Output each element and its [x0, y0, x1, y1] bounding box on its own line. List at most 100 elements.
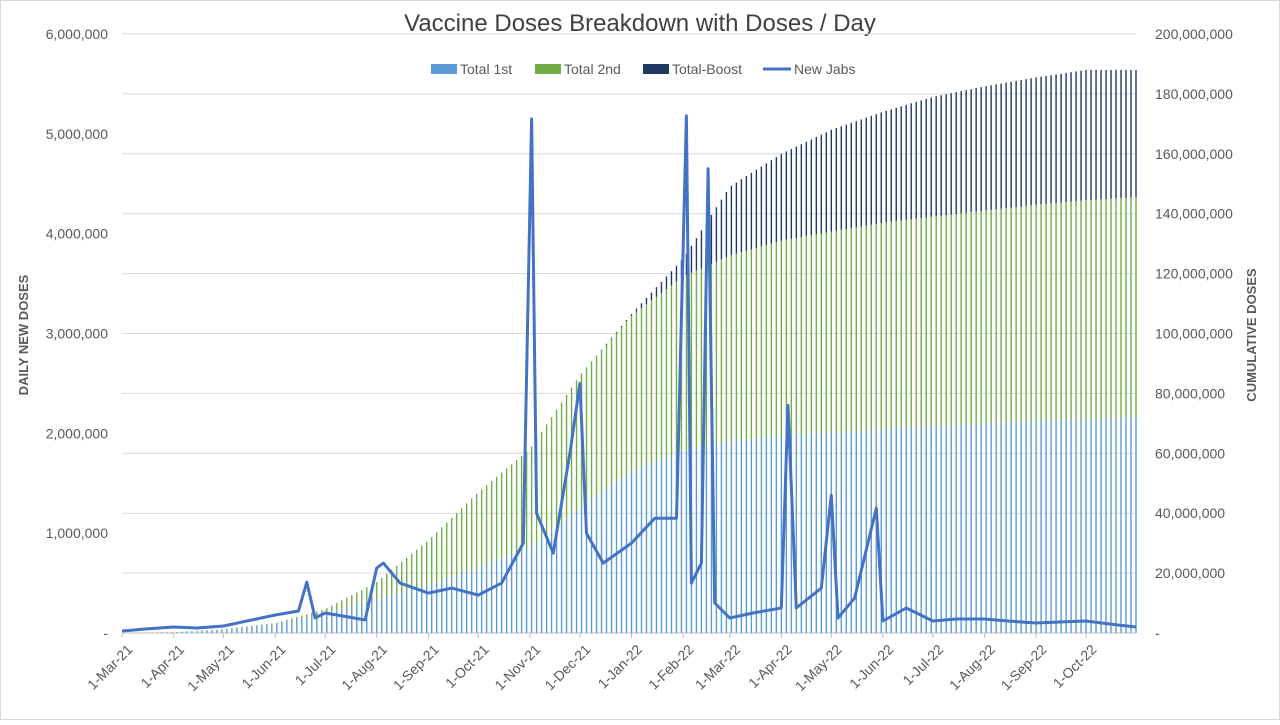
- bar-total-2nd: [671, 285, 672, 455]
- right-tick-label: 160,000,000: [1155, 146, 1233, 162]
- bar-total-2nd: [1050, 203, 1051, 420]
- bar-total-boost: [651, 293, 652, 301]
- bar-total-1st: [960, 425, 961, 633]
- bar-total-1st: [940, 426, 941, 633]
- bar-total-1st: [206, 630, 207, 633]
- bar-total-boost: [731, 186, 732, 255]
- bar-total-2nd: [1065, 202, 1066, 419]
- bar-total-1st: [751, 439, 752, 633]
- bar-total-1st: [271, 624, 272, 633]
- bar-total-2nd: [286, 620, 287, 622]
- bar-total-1st: [616, 482, 617, 633]
- bar-total-1st: [421, 587, 422, 633]
- bar-total-1st: [1110, 418, 1111, 633]
- bar-total-2nd: [426, 542, 427, 586]
- bar-total-boost: [1005, 83, 1006, 209]
- bar-total-2nd: [960, 213, 961, 424]
- bar-total-2nd: [311, 613, 312, 617]
- bar-total-1st: [626, 475, 627, 633]
- bar-total-2nd: [376, 582, 377, 598]
- bar-total-2nd: [461, 508, 462, 573]
- bar-total-1st: [666, 457, 667, 633]
- bar-total-1st: [776, 436, 777, 633]
- bar-total-1st: [726, 442, 727, 633]
- bar-total-1st: [990, 423, 991, 633]
- bar-total-2nd: [776, 242, 777, 436]
- bar-total-2nd: [266, 624, 267, 625]
- bar-total-1st: [811, 434, 812, 633]
- bar-total-boost: [746, 176, 747, 251]
- bar-total-1st: [396, 593, 397, 633]
- legend-label: Total-Boost: [672, 61, 742, 77]
- bar-total-2nd: [1015, 207, 1016, 421]
- y-axis-right-label: CUMULATIVE DOSES: [1244, 268, 1259, 402]
- bar-total-1st: [376, 599, 377, 633]
- bar-total-boost: [975, 88, 976, 212]
- bar-total-2nd: [631, 316, 632, 472]
- bar-total-boost: [985, 86, 986, 210]
- bar-total-1st: [651, 463, 652, 633]
- bar-total-1st: [246, 627, 247, 633]
- bar-total-1st: [1050, 420, 1051, 633]
- bar-total-1st: [1060, 420, 1061, 633]
- bar-total-1st: [1070, 419, 1071, 633]
- left-tick-label: 2,000,000: [46, 425, 108, 441]
- bar-total-boost: [911, 103, 912, 219]
- bar-total-1st: [196, 631, 197, 633]
- bar-total-2nd: [646, 304, 647, 465]
- bar-total-2nd: [821, 233, 822, 432]
- bar-total-boost: [771, 160, 772, 243]
- bar-total-1st: [386, 596, 387, 633]
- bar-total-1st: [901, 428, 902, 633]
- bar-total-boost: [1095, 70, 1096, 200]
- bar-total-1st: [766, 437, 767, 633]
- bar-total-1st: [516, 553, 517, 633]
- bar-total-2nd: [346, 598, 347, 608]
- bar-total-2nd: [336, 603, 337, 610]
- bar-total-boost: [666, 277, 667, 290]
- bar-total-1st: [261, 625, 262, 633]
- bar-total-2nd: [306, 614, 307, 617]
- bar-total-boost: [691, 246, 692, 273]
- bar-total-1st: [566, 518, 567, 633]
- bar-total-boost: [1015, 81, 1016, 207]
- bar-total-1st: [456, 575, 457, 633]
- bar-total-1st: [671, 455, 672, 633]
- bar-total-1st: [641, 467, 642, 633]
- bar-total-1st: [581, 506, 582, 633]
- bar-total-2nd: [741, 252, 742, 440]
- bar-total-1st: [686, 450, 687, 633]
- bar-total-1st: [191, 631, 192, 633]
- bar-total-1st: [466, 571, 467, 633]
- legend-label: Total 1st: [460, 61, 512, 77]
- bar-total-2nd: [626, 321, 627, 474]
- bar-total-2nd: [1025, 206, 1026, 421]
- bar-total-1st: [731, 441, 732, 633]
- bar-total-2nd: [970, 212, 971, 424]
- bar-total-2nd: [501, 473, 502, 559]
- bar-total-boost: [886, 111, 887, 222]
- bar-total-2nd: [351, 595, 352, 606]
- bar-total-1st: [916, 427, 917, 633]
- bar-total-boost: [756, 170, 757, 248]
- bar-total-boost: [826, 132, 827, 232]
- bar-total-1st: [896, 429, 897, 633]
- bar-total-2nd: [401, 562, 402, 592]
- bar-total-1st: [596, 496, 597, 633]
- bar-total-boost: [696, 238, 697, 271]
- right-tick-label: 200,000,000: [1155, 26, 1233, 42]
- bar-total-1st: [161, 632, 162, 633]
- bar-total-2nd: [901, 220, 902, 428]
- bar-total-boost: [1050, 75, 1051, 203]
- bar-total-2nd: [471, 499, 472, 570]
- bar-total-2nd: [746, 251, 747, 440]
- bar-total-1st: [866, 430, 867, 633]
- bar-total-2nd: [476, 494, 477, 568]
- bar-total-2nd: [511, 464, 512, 554]
- bar-total-boost: [776, 157, 777, 242]
- bar-total-1st: [761, 438, 762, 633]
- bar-total-2nd: [356, 593, 357, 605]
- y-axis-left-label: DAILY NEW DOSES: [16, 274, 31, 395]
- bar-total-boost: [965, 90, 966, 213]
- bar-total-1st: [921, 427, 922, 633]
